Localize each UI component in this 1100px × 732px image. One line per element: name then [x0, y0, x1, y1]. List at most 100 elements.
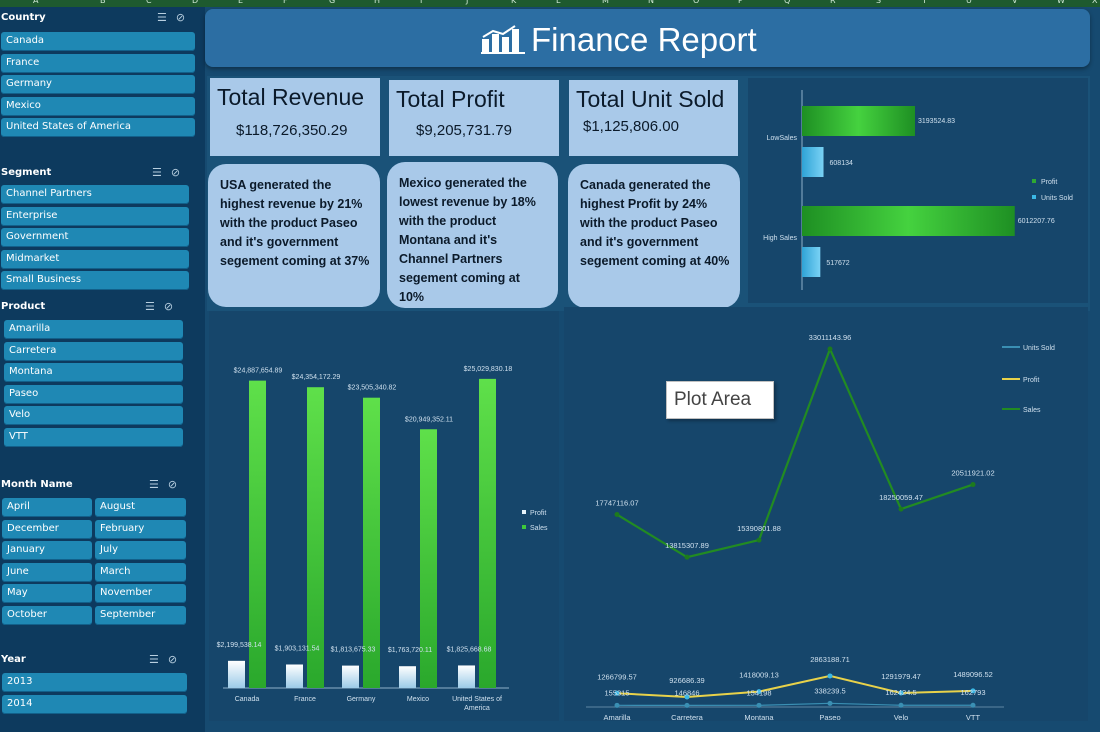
insight-card-profit: Mexico generated the lowest revenue by 1…: [387, 162, 558, 308]
country-profit-sales-chart[interactable]: $24,887,654.89 $2,199,538.14 Canada $24,354…: [209, 311, 559, 721]
data-label: 926686.39: [669, 676, 704, 685]
multi-select-icon[interactable]: ☰: [149, 653, 159, 666]
column-letter[interactable]: T: [922, 0, 927, 5]
clear-filter-icon[interactable]: ⊘: [163, 300, 174, 313]
slicer-item-month[interactable]: March: [95, 562, 186, 582]
slicer-item-product[interactable]: Paseo: [4, 384, 183, 404]
slicer-item-product[interactable]: Velo: [4, 406, 183, 425]
column-letter[interactable]: X: [1092, 0, 1098, 5]
column-letter[interactable]: V: [1012, 0, 1018, 5]
multi-select-icon[interactable]: ☰: [145, 300, 155, 313]
slicer-item-segment[interactable]: Midmarket: [1, 249, 189, 269]
bar-sales: [479, 378, 496, 688]
chart-svg: $24,887,654.89 $2,199,538.14 Canada $24,354…: [217, 366, 548, 712]
column-letter[interactable]: D: [192, 0, 199, 5]
slicer-item-month[interactable]: October: [2, 605, 92, 625]
slicer-toolbar: ☰ ⊘: [140, 653, 177, 666]
slicer-panel: Country ☰ ⊘ Canada France Germany Mexico United…: [0, 7, 205, 732]
column-letter[interactable]: F: [283, 0, 288, 5]
data-label: $2,199,538.14: [217, 642, 262, 649]
data-label: 33011143.96: [809, 333, 852, 342]
slicer-item-month[interactable]: April: [2, 498, 92, 517]
column-letter[interactable]: S: [876, 0, 882, 5]
slicer-item-month[interactable]: September: [95, 605, 186, 625]
clear-filter-icon[interactable]: ⊘: [167, 653, 178, 666]
clear-filter-icon[interactable]: ⊘: [175, 11, 186, 24]
slicer-item-product[interactable]: Carretera: [4, 341, 183, 361]
slicer-item-country[interactable]: France: [1, 53, 195, 73]
clear-filter-icon[interactable]: ⊘: [170, 166, 181, 179]
kpi-value: $118,726,350.29: [236, 122, 348, 139]
slicer-item-month[interactable]: November: [95, 584, 186, 603]
slicer-item-product[interactable]: Amarilla: [4, 320, 183, 339]
slicer-title-segment: Segment: [1, 167, 52, 178]
column-letter[interactable]: M: [602, 0, 609, 5]
column-letter[interactable]: K: [511, 0, 517, 5]
kpi-title: Total Revenue: [217, 84, 365, 110]
column-letter[interactable]: U: [966, 0, 972, 5]
slicer-item-segment[interactable]: Channel Partners: [1, 185, 189, 204]
slicer-item-country[interactable]: United States of America: [1, 118, 195, 137]
legend-label: Profit: [1023, 377, 1039, 384]
column-letter[interactable]: R: [830, 0, 836, 5]
data-point: [970, 702, 976, 708]
slicer-item-year[interactable]: 2013: [2, 673, 187, 692]
x-tick-label: Mexico: [407, 696, 429, 703]
kpi-value: $9,205,731.79: [416, 122, 512, 139]
column-letter[interactable]: W: [1057, 0, 1065, 5]
slicer-item-segment[interactable]: Enterprise: [1, 206, 189, 226]
kpi-card-total-revenue: Total Revenue $118,726,350.29: [210, 78, 380, 156]
profit-units-bar-chart[interactable]: LowSales 3193524.83 608134 High Sales 601220…: [748, 78, 1088, 303]
slicer-item-country[interactable]: Mexico: [1, 96, 195, 116]
column-letter[interactable]: Q: [784, 0, 791, 5]
clear-filter-icon[interactable]: ⊘: [167, 478, 178, 491]
legend-label: Units Sold: [1023, 345, 1055, 352]
data-point: [970, 688, 976, 694]
multi-select-icon[interactable]: ☰: [149, 478, 159, 491]
data-point: [614, 512, 620, 518]
column-letter[interactable]: G: [329, 0, 336, 5]
data-label: $24,887,654.89: [234, 368, 283, 375]
column-letter[interactable]: H: [374, 0, 381, 5]
slicer-item-month[interactable]: May: [2, 584, 92, 603]
slicer-item-country[interactable]: Germany: [1, 75, 195, 94]
data-label: 3193524.83: [918, 118, 955, 125]
slicer-item-month[interactable]: June: [2, 562, 92, 582]
column-letter[interactable]: B: [100, 0, 106, 5]
slicer-item-segment[interactable]: Small Business: [1, 271, 189, 290]
data-label: 155315: [604, 688, 629, 697]
slicer-item-month[interactable]: December: [2, 519, 92, 539]
kpi-card-total-units: Total Unit Sold $1,125,806.00: [569, 80, 738, 156]
series-line-profit: [616, 674, 974, 698]
legend-swatch-sales: [522, 525, 526, 529]
slicer-item-month[interactable]: August: [95, 498, 186, 517]
column-letter[interactable]: N: [648, 0, 654, 5]
x-tick-label: France: [294, 696, 316, 703]
slicer-item-month[interactable]: January: [2, 541, 92, 560]
slicer-item-month[interactable]: February: [95, 519, 186, 539]
column-letter[interactable]: E: [238, 0, 244, 5]
product-trend-line-chart[interactable]: 155315 146846 154198 338239.5 162424.5 162793…: [564, 307, 1088, 721]
column-letter[interactable]: I: [420, 0, 423, 5]
multi-select-icon[interactable]: ☰: [157, 11, 167, 24]
slicer-item-product[interactable]: VTT: [4, 427, 183, 447]
slicer-item-segment[interactable]: Government: [1, 228, 189, 247]
x-tick-label: Canada: [235, 696, 260, 703]
x-tick-label: Germany: [347, 696, 376, 703]
slicer-item-month[interactable]: July: [95, 541, 186, 560]
slicer-item-year[interactable]: 2014: [2, 694, 187, 714]
data-label: $1,763,720.11: [388, 647, 432, 654]
column-letter[interactable]: P: [738, 0, 743, 5]
multi-select-icon[interactable]: ☰: [152, 166, 162, 179]
column-letter[interactable]: L: [556, 0, 561, 5]
data-point: [898, 506, 904, 512]
chart-svg: LowSales 3193524.83 608134 High Sales 601220…: [763, 90, 1073, 290]
slicer-item-country[interactable]: Canada: [1, 32, 195, 51]
slicer-item-product[interactable]: Montana: [4, 363, 183, 382]
column-letter[interactable]: J: [466, 0, 469, 5]
column-letter[interactable]: O: [693, 0, 700, 5]
column-letter[interactable]: C: [146, 0, 152, 5]
data-label: $1,813,675.33: [331, 647, 376, 654]
column-letter[interactable]: A: [33, 0, 39, 5]
data-label: 6012207.76: [1018, 218, 1055, 225]
